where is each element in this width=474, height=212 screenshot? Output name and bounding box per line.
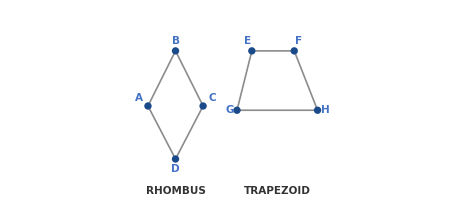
Point	[248, 49, 255, 53]
Point	[199, 104, 207, 108]
Text: E: E	[244, 36, 251, 46]
Point	[314, 109, 321, 112]
Text: F: F	[295, 36, 302, 46]
Point	[144, 104, 152, 108]
Point	[291, 49, 298, 53]
Text: A: A	[135, 92, 143, 103]
Point	[233, 109, 241, 112]
Text: C: C	[209, 92, 216, 103]
Text: B: B	[172, 36, 180, 46]
Point	[172, 49, 179, 53]
Point	[172, 157, 179, 161]
Text: H: H	[321, 105, 329, 115]
Text: RHOMBUS: RHOMBUS	[146, 186, 205, 196]
Text: G: G	[225, 105, 234, 115]
Text: D: D	[171, 163, 180, 174]
Text: TRAPEZOID: TRAPEZOID	[244, 186, 311, 196]
